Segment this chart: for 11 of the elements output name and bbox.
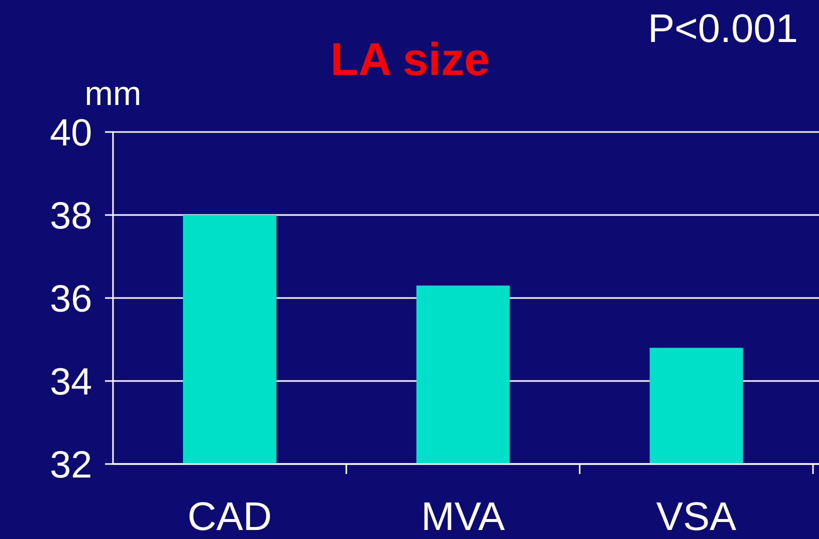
y-tick-label: 40 xyxy=(50,112,92,154)
text: P<0.001 xyxy=(648,7,798,51)
chart-title: LA size xyxy=(330,33,490,85)
x-tick-label: CAD xyxy=(187,495,272,539)
y-tick-label: 36 xyxy=(50,278,92,320)
x-tick-label: MVA xyxy=(421,495,506,539)
y-tick-label: 32 xyxy=(50,444,92,486)
y-axis-title: mm xyxy=(84,75,142,113)
y-tick-label: 38 xyxy=(50,195,92,238)
y-tick-label: 34 xyxy=(50,361,92,404)
x-tick-label: VSA xyxy=(656,495,737,539)
